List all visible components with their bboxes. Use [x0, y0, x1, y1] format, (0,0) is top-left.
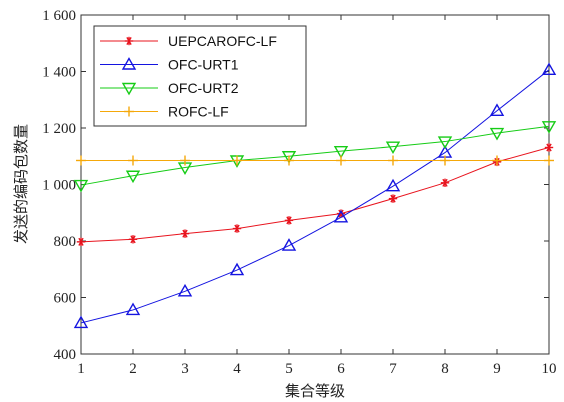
data-point	[73, 315, 89, 329]
data-point	[385, 178, 401, 192]
legend-item: ROFC-LF	[100, 104, 229, 120]
legend-label: OFC-URT1	[168, 57, 239, 73]
data-point	[180, 229, 190, 238]
data-point	[128, 155, 138, 166]
axis-ticks: 1 2 3 4 5 6 7 8 9 10 400 600 800 1 000 1 200 1 400 1 600	[42, 8, 556, 377]
legend-label: UEPCAROFC-LF	[168, 33, 277, 49]
x-tick-label: 1	[77, 361, 85, 377]
legend-marker	[124, 106, 134, 117]
data-point	[232, 155, 242, 166]
y-tick-label: 800	[54, 234, 77, 250]
legend-label: ROFC-LF	[168, 104, 229, 120]
data-point	[440, 155, 450, 166]
y-tick-label: 1 200	[42, 121, 76, 137]
data-point	[125, 302, 141, 316]
data-point	[333, 145, 349, 159]
series-ofc-urt1	[73, 62, 557, 329]
series-layer	[73, 62, 557, 329]
data-point	[333, 209, 349, 223]
y-axis-label: 发送的编码包数量	[12, 124, 30, 244]
data-point	[180, 155, 190, 166]
data-point	[336, 155, 346, 166]
data-point	[388, 155, 398, 166]
data-point	[284, 216, 294, 225]
series-uepcarofc-lf	[76, 143, 554, 247]
x-tick-label: 9	[493, 361, 501, 377]
x-tick-label: 2	[129, 361, 137, 377]
data-point	[492, 155, 502, 166]
data-point	[489, 127, 505, 141]
legend-item: OFC-URT1	[100, 57, 239, 73]
x-tick-label: 4	[233, 361, 241, 377]
data-point	[388, 194, 398, 203]
series-rofc-lf	[76, 155, 554, 166]
x-tick-label: 8	[441, 361, 449, 377]
x-tick-label: 3	[181, 361, 189, 377]
x-axis-label: 集合等级	[285, 382, 345, 400]
data-point	[76, 155, 86, 166]
data-point	[128, 235, 138, 244]
y-tick-label: 400	[54, 347, 77, 363]
data-point	[73, 179, 89, 193]
data-point	[281, 238, 297, 251]
legend-label: OFC-URT2	[168, 80, 239, 96]
data-point	[232, 224, 242, 233]
legend-marker	[121, 82, 137, 96]
legend-marker	[121, 57, 137, 70]
data-point	[437, 136, 453, 149]
data-point	[125, 170, 141, 184]
series-line	[80, 69, 550, 324]
data-point	[76, 237, 86, 247]
legend-item: UEPCAROFC-LF	[100, 33, 277, 49]
data-point	[544, 143, 554, 152]
data-point	[281, 151, 297, 164]
data-point	[229, 262, 245, 276]
data-point	[440, 178, 450, 188]
data-point	[489, 103, 505, 116]
legend: UEPCAROFC-LF OFC-URT1 OFC-URT2 ROFC-LF	[93, 25, 307, 127]
y-tick-label: 600	[54, 291, 77, 307]
data-point	[385, 141, 401, 155]
data-point	[284, 155, 294, 166]
y-tick-label: 1 600	[42, 8, 76, 24]
y-tick-label: 1 000	[42, 178, 76, 194]
y-tick-label: 1 400	[42, 65, 76, 81]
series-line	[80, 125, 550, 186]
x-tick-label: 6	[337, 361, 345, 377]
x-tick-label: 7	[389, 361, 397, 377]
data-point	[177, 283, 193, 297]
data-point	[544, 155, 554, 166]
legend-item: OFC-URT2	[100, 80, 239, 96]
data-point	[541, 62, 557, 76]
x-tick-label: 10	[542, 361, 557, 377]
x-tick-label: 5	[285, 361, 293, 377]
data-point	[541, 121, 557, 134]
series-line	[80, 147, 550, 243]
legend-marker	[124, 36, 134, 46]
